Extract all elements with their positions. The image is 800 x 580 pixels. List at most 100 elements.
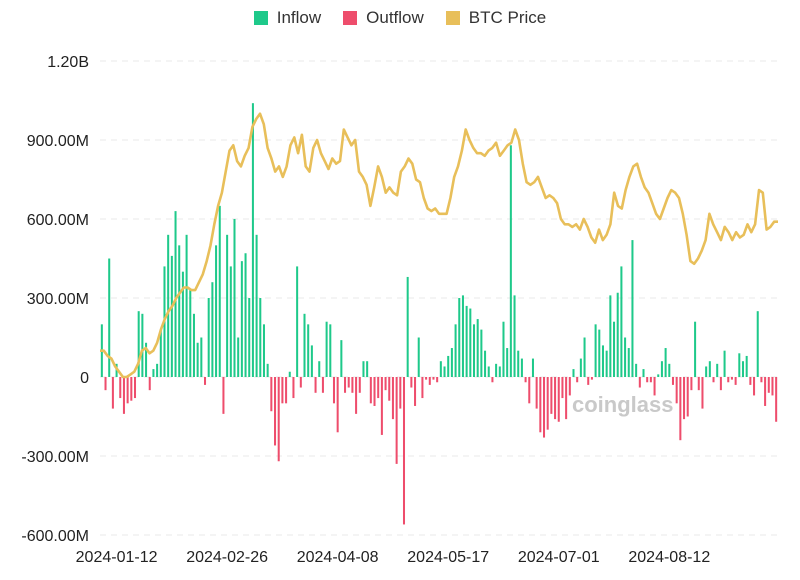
outflow-bar[interactable] <box>550 377 553 414</box>
outflow-bar[interactable] <box>701 377 704 409</box>
outflow-bar[interactable] <box>380 377 383 435</box>
outflow-bar[interactable] <box>428 377 431 385</box>
outflow-bar[interactable] <box>587 377 590 385</box>
inflow-bar[interactable] <box>262 324 265 377</box>
inflow-bar[interactable] <box>181 271 184 377</box>
outflow-bar[interactable] <box>524 377 527 383</box>
inflow-bar[interactable] <box>450 348 453 377</box>
outflow-bar[interactable] <box>347 377 350 388</box>
inflow-bar[interactable] <box>572 369 575 377</box>
inflow-bar[interactable] <box>310 345 313 377</box>
inflow-bar[interactable] <box>664 348 667 377</box>
outflow-bar[interactable] <box>122 377 125 414</box>
outflow-bar[interactable] <box>421 377 424 399</box>
outflow-bar[interactable] <box>384 377 387 391</box>
inflow-bar[interactable] <box>502 321 505 377</box>
inflow-bar[interactable] <box>211 282 214 377</box>
outflow-bar[interactable] <box>281 377 284 404</box>
outflow-bar[interactable] <box>775 377 778 422</box>
outflow-bar[interactable] <box>395 377 398 464</box>
outflow-bar[interactable] <box>565 377 568 420</box>
inflow-bar[interactable] <box>480 329 483 377</box>
inflow-bar[interactable] <box>458 298 461 377</box>
inflow-bar[interactable] <box>484 350 487 377</box>
inflow-bar[interactable] <box>506 348 509 377</box>
inflow-bar[interactable] <box>178 245 181 377</box>
outflow-bar[interactable] <box>557 377 560 422</box>
outflow-bar[interactable] <box>373 377 376 406</box>
outflow-bar[interactable] <box>561 377 564 399</box>
outflow-bar[interactable] <box>539 377 542 433</box>
outflow-bar[interactable] <box>274 377 277 446</box>
outflow-bar[interactable] <box>590 377 593 380</box>
outflow-bar[interactable] <box>402 377 406 525</box>
inflow-bar[interactable] <box>613 321 616 377</box>
outflow-bar[interactable] <box>292 377 295 399</box>
inflow-bar[interactable] <box>723 350 726 377</box>
outflow-bar[interactable] <box>299 377 302 388</box>
inflow-bar[interactable] <box>583 337 586 377</box>
outflow-bar[interactable] <box>675 377 678 404</box>
inflow-bar[interactable] <box>189 290 192 377</box>
inflow-bar[interactable] <box>620 266 623 377</box>
inflow-bar[interactable] <box>598 329 601 377</box>
outflow-bar[interactable] <box>133 377 137 399</box>
inflow-bar[interactable] <box>159 329 162 377</box>
inflow-bar[interactable] <box>741 361 745 377</box>
inflow-bar[interactable] <box>259 298 262 377</box>
outflow-bar[interactable] <box>425 377 428 380</box>
inflow-bar[interactable] <box>318 361 321 377</box>
outflow-bar[interactable] <box>535 377 538 409</box>
outflow-bar[interactable] <box>344 377 347 393</box>
inflow-bar[interactable] <box>406 276 409 377</box>
inflow-bar[interactable] <box>605 350 608 377</box>
inflow-bar[interactable] <box>487 366 490 377</box>
outflow-bar[interactable] <box>719 377 722 391</box>
inflow-bar[interactable] <box>756 311 759 377</box>
outflow-bar[interactable] <box>649 377 652 383</box>
outflow-bar[interactable] <box>399 377 402 409</box>
inflow-bar[interactable] <box>745 355 748 377</box>
outflow-bar[interactable] <box>546 377 549 430</box>
inflow-bar[interactable] <box>461 295 464 377</box>
inflow-bar[interactable] <box>296 266 299 377</box>
inflow-bar[interactable] <box>660 361 663 377</box>
outflow-bar[interactable] <box>377 377 380 399</box>
inflow-bar[interactable] <box>705 366 708 377</box>
inflow-bar[interactable] <box>627 348 630 377</box>
inflow-bar[interactable] <box>329 324 332 377</box>
inflow-bar[interactable] <box>498 366 501 377</box>
inflow-bar[interactable] <box>288 371 291 377</box>
outflow-bar[interactable] <box>351 377 354 393</box>
inflow-bar[interactable] <box>233 219 236 377</box>
outflow-bar[interactable] <box>222 377 225 414</box>
inflow-bar[interactable] <box>520 358 523 377</box>
inflow-bar[interactable] <box>248 298 251 377</box>
inflow-bar[interactable] <box>601 345 604 377</box>
inflow-bar[interactable] <box>594 324 597 377</box>
outflow-bar[interactable] <box>653 377 656 396</box>
inflow-bar[interactable] <box>531 358 534 377</box>
inflow-bar[interactable] <box>609 295 612 377</box>
inflow-bar[interactable] <box>579 358 582 377</box>
outflow-bar[interactable] <box>712 377 715 383</box>
outflow-bar[interactable] <box>638 377 641 388</box>
inflow-bar[interactable] <box>303 313 306 377</box>
outflow-bar[interactable] <box>543 377 546 438</box>
outflow-bar[interactable] <box>388 377 391 401</box>
outflow-bar[interactable] <box>432 377 435 380</box>
inflow-bar[interactable] <box>635 363 638 377</box>
inflow-bar[interactable] <box>307 324 310 377</box>
inflow-bar[interactable] <box>226 234 229 377</box>
outflow-bar[interactable] <box>753 377 756 396</box>
outflow-bar[interactable] <box>686 377 689 417</box>
inflow-bar[interactable] <box>694 321 697 377</box>
inflow-bar[interactable] <box>469 308 472 377</box>
outflow-bar[interactable] <box>285 377 288 404</box>
outflow-bar[interactable] <box>760 377 763 383</box>
inflow-bar[interactable] <box>215 245 218 377</box>
inflow-bar[interactable] <box>443 366 446 377</box>
outflow-bar[interactable] <box>568 377 571 396</box>
outflow-bar[interactable] <box>414 377 417 406</box>
inflow-bar[interactable] <box>738 353 741 377</box>
